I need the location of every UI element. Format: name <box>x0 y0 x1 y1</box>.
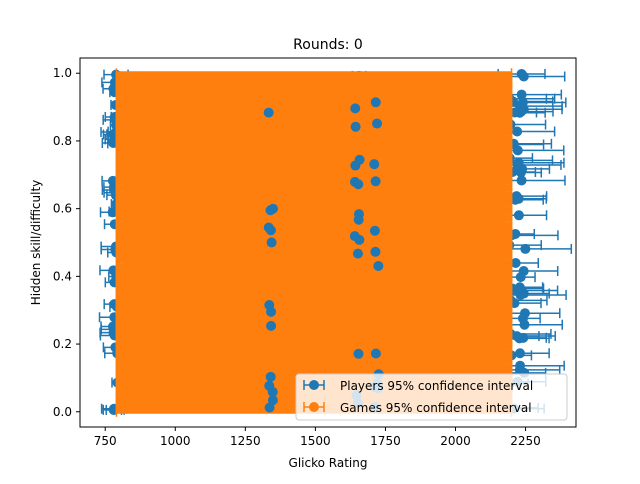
player-point <box>369 159 380 170</box>
x-tick-label: 1750 <box>370 434 401 448</box>
player-point <box>266 320 277 331</box>
chart-title: Rounds: 0 <box>293 37 363 53</box>
legend-players-marker <box>309 380 319 390</box>
player-point <box>353 348 364 359</box>
y-tick-label: 0.2 <box>53 337 72 351</box>
player-point <box>267 386 278 397</box>
player-point <box>266 237 277 248</box>
player-point <box>511 191 522 202</box>
player-point <box>265 371 276 382</box>
player-point <box>353 179 364 190</box>
player-point <box>513 210 524 221</box>
x-axis-label: Glicko Rating <box>289 456 368 470</box>
y-tick-label: 0.4 <box>53 269 72 283</box>
player-point <box>515 272 526 283</box>
player-point <box>370 176 381 187</box>
player-point <box>517 313 528 324</box>
y-tick-label: 0.8 <box>53 134 72 148</box>
player-point <box>265 225 276 236</box>
legend-entry-players: Players 95% confidence interval <box>303 379 533 393</box>
player-point <box>263 107 274 118</box>
legend-games-label: Games 95% confidence interval <box>340 401 532 415</box>
x-tick-label: 2000 <box>440 434 471 448</box>
player-point <box>349 231 360 242</box>
player-point <box>370 348 381 359</box>
player-point <box>511 331 522 342</box>
player-point <box>517 97 528 108</box>
player-point <box>514 348 525 359</box>
player-point <box>514 282 525 293</box>
player-point <box>353 214 364 225</box>
legend-players-label: Players 95% confidence interval <box>340 379 533 393</box>
player-point <box>354 154 365 165</box>
player-point <box>510 258 521 269</box>
y-axis-label: Hidden skill/difficulty <box>29 180 43 306</box>
x-tick-label: 1250 <box>230 434 261 448</box>
player-point <box>369 225 380 236</box>
player-point <box>107 175 118 186</box>
player-point <box>509 107 520 118</box>
x-tick-label: 1000 <box>160 434 191 448</box>
axes-frame <box>79 57 577 428</box>
player-point <box>372 118 383 129</box>
x-tick-label: 2250 <box>510 434 541 448</box>
legend: Players 95% confidence interval Games 95… <box>295 373 568 421</box>
legend-games-marker <box>309 402 319 412</box>
x-tick-label: 1500 <box>300 434 331 448</box>
y-axis: 0.0 0.2 0.4 0.6 0.8 1.0 <box>53 66 80 419</box>
legend-box <box>295 373 568 421</box>
player-point <box>516 89 527 100</box>
player-point <box>512 126 523 137</box>
player-point <box>264 402 275 413</box>
games-point-mass <box>122 73 506 412</box>
player-point <box>510 228 521 239</box>
player-point <box>350 103 361 114</box>
player-point <box>266 306 277 317</box>
player-point <box>268 203 279 214</box>
player-point <box>370 97 381 108</box>
x-tick-label: 750 <box>94 434 117 448</box>
player-point <box>516 175 527 186</box>
player-point <box>518 71 529 82</box>
player-point <box>373 260 384 271</box>
y-tick-label: 0.6 <box>53 202 72 216</box>
player-point <box>512 159 523 170</box>
player-point <box>352 248 363 259</box>
x-axis: 750 1000 1250 1500 1750 2000 2250 <box>94 427 541 448</box>
plot-area <box>98 68 573 417</box>
y-tick-label: 0.0 <box>53 405 72 419</box>
player-point <box>520 243 531 254</box>
y-tick-label: 1.0 <box>53 66 72 80</box>
plot-content <box>98 68 573 417</box>
legend-entry-games: Games 95% confidence interval <box>303 401 532 415</box>
player-point <box>267 395 278 406</box>
player-point <box>350 121 361 132</box>
player-point <box>370 246 381 257</box>
